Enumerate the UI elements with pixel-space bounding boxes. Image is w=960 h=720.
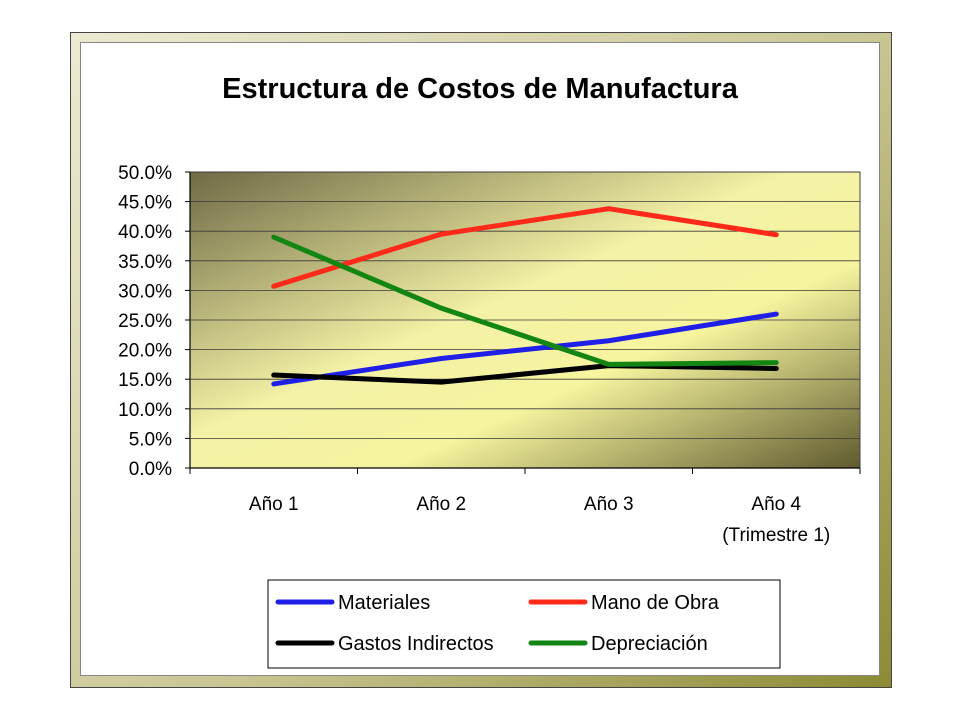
series-line bbox=[271, 206, 779, 289]
legend-label: Mano de Obra bbox=[591, 592, 720, 614]
y-tick-label: 20.0% bbox=[118, 341, 172, 362]
y-tick-label: 15.0% bbox=[118, 370, 172, 391]
y-tick-label: 10.0% bbox=[118, 400, 172, 421]
x-tick-label: Año 3 bbox=[584, 494, 634, 515]
series-line bbox=[271, 363, 779, 385]
y-tick-label: 45.0% bbox=[118, 193, 172, 214]
x-tick-label: Año 2 bbox=[416, 494, 466, 515]
y-tick-label: 0.0% bbox=[129, 459, 172, 480]
series-line bbox=[271, 234, 779, 367]
legend-label: Gastos Indirectos bbox=[338, 633, 494, 655]
x-tick-label: Año 4 bbox=[751, 494, 801, 515]
series-line bbox=[271, 311, 779, 387]
x-tick-label: (Trimestre 1) bbox=[722, 525, 830, 546]
x-tick-label: Año 1 bbox=[249, 494, 299, 515]
y-tick-label: 50.0% bbox=[118, 163, 172, 184]
legend-label: Materiales bbox=[338, 592, 430, 614]
y-tick-label: 30.0% bbox=[118, 281, 172, 302]
legend-label: Depreciación bbox=[591, 633, 708, 655]
legend-box bbox=[267, 579, 781, 669]
y-tick-label: 35.0% bbox=[118, 252, 172, 273]
y-tick-label: 25.0% bbox=[118, 311, 172, 332]
chart-title: Estructura de Costos de Manufactura bbox=[222, 73, 739, 105]
y-tick-label: 40.0% bbox=[118, 222, 172, 243]
y-tick-label: 5.0% bbox=[129, 429, 172, 450]
